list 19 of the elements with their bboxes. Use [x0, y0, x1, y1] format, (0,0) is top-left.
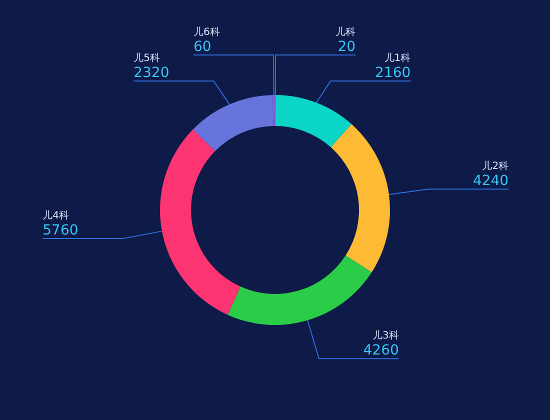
- slice-label: 儿科: [336, 26, 356, 38]
- data-label: 5760: [42, 222, 78, 239]
- slice-label: 儿5科: [134, 52, 160, 64]
- slice-label: 儿2科: [482, 160, 509, 172]
- data-label: 4260: [363, 342, 399, 359]
- slice-label: 儿6科: [193, 26, 220, 38]
- data-label: 4240: [472, 173, 509, 190]
- slice-label: 儿1科: [384, 52, 411, 64]
- donut-slice: [192, 95, 274, 152]
- data-label: 2320: [134, 65, 170, 82]
- donut-slice: [276, 95, 352, 148]
- data-label: 20: [338, 39, 356, 55]
- slice-label: 儿3科: [372, 330, 399, 342]
- donut-slice: [228, 256, 372, 325]
- donut-slice: [330, 124, 390, 272]
- donut-slice: [160, 129, 240, 315]
- data-label: 2160: [375, 65, 411, 81]
- slice-label: 儿4科: [42, 210, 70, 222]
- data-label: 60: [193, 39, 212, 56]
